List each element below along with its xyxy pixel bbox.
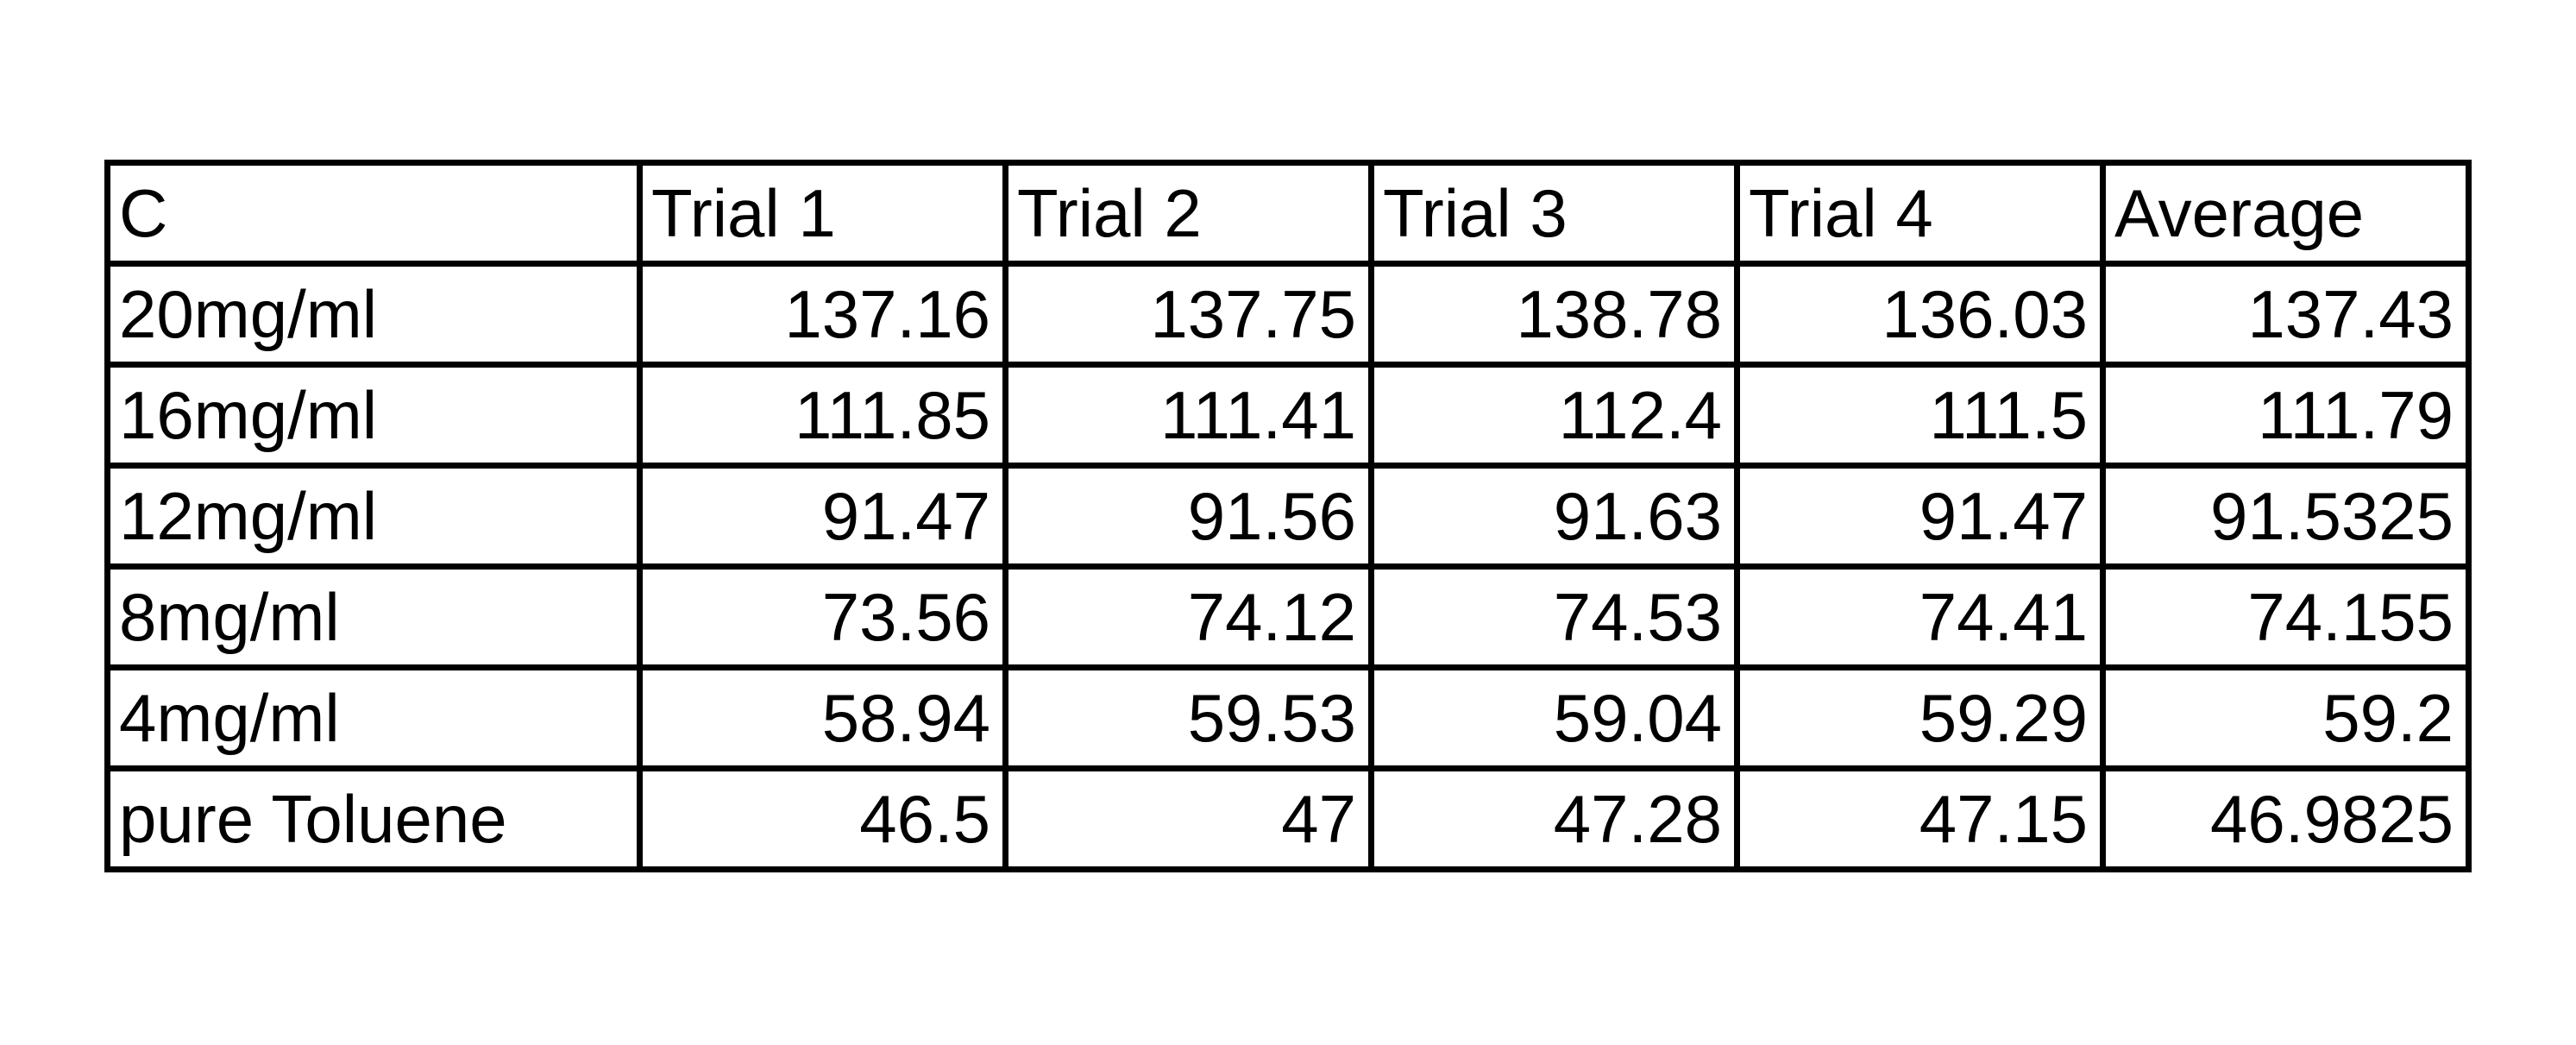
table-row: 20mg/ml 137.16 137.75 138.78 136.03 137.43 [104, 261, 2472, 368]
table-row: 8mg/ml 73.56 74.12 74.53 74.41 74.155 [104, 563, 2472, 670]
table-cell: 111.79 [2100, 362, 2472, 469]
table-cell: 136.03 [1734, 261, 2106, 368]
table-cell: 74.155 [2100, 563, 2472, 670]
table-cell: 111.85 [637, 362, 1008, 469]
table-row: 16mg/ml 111.85 111.41 112.4 111.5 111.79 [104, 362, 2472, 469]
table-cell: 46.5 [637, 765, 1008, 872]
table-cell: 111.41 [1002, 362, 1374, 469]
column-header: Trial 2 [1002, 160, 1374, 267]
table-cell: 74.53 [1368, 563, 1740, 670]
row-label: 4mg/ml [104, 664, 643, 771]
table-cell: 137.16 [637, 261, 1008, 368]
table-cell: 74.41 [1734, 563, 2106, 670]
table-cell: 91.47 [637, 463, 1008, 570]
column-header: Trial 3 [1368, 160, 1740, 267]
table-row: 12mg/ml 91.47 91.56 91.63 91.47 91.5325 [104, 463, 2472, 570]
table-cell: 91.47 [1734, 463, 2106, 570]
table-cell: 59.04 [1368, 664, 1740, 771]
table-cell: 137.43 [2100, 261, 2472, 368]
column-header: Average [2100, 160, 2472, 267]
table-cell: 47.28 [1368, 765, 1740, 872]
row-label: 20mg/ml [104, 261, 643, 368]
column-header: C [104, 160, 643, 267]
column-header: Trial 1 [637, 160, 1008, 267]
table-row: pure Toluene 46.5 47 47.28 47.15 46.9825 [104, 765, 2472, 872]
header-row: C Trial 1 Trial 2 Trial 3 Trial 4 Average [104, 160, 2472, 267]
table-cell: 58.94 [637, 664, 1008, 771]
table-cell: 59.53 [1002, 664, 1374, 771]
table-cell: 111.5 [1734, 362, 2106, 469]
table-cell: 47.15 [1734, 765, 2106, 872]
table-cell: 137.75 [1002, 261, 1374, 368]
table-cell: 91.5325 [2100, 463, 2472, 570]
row-label: 16mg/ml [104, 362, 643, 469]
row-label: pure Toluene [104, 765, 643, 872]
table-cell: 138.78 [1368, 261, 1740, 368]
table-cell: 112.4 [1368, 362, 1740, 469]
table-cell: 91.63 [1368, 463, 1740, 570]
table-cell: 91.56 [1002, 463, 1374, 570]
table-cell: 59.2 [2100, 664, 2472, 771]
table-cell: 46.9825 [2100, 765, 2472, 872]
data-table: C Trial 1 Trial 2 Trial 3 Trial 4 Average 20mg… [104, 160, 2472, 872]
table-cell: 73.56 [637, 563, 1008, 670]
table-cell: 59.29 [1734, 664, 2106, 771]
row-label: 12mg/ml [104, 463, 643, 570]
table-cell: 74.12 [1002, 563, 1374, 670]
column-header: Trial 4 [1734, 160, 2106, 267]
table-row: 4mg/ml 58.94 59.53 59.04 59.29 59.2 [104, 664, 2472, 771]
row-label: 8mg/ml [104, 563, 643, 670]
table-cell: 47 [1002, 765, 1374, 872]
